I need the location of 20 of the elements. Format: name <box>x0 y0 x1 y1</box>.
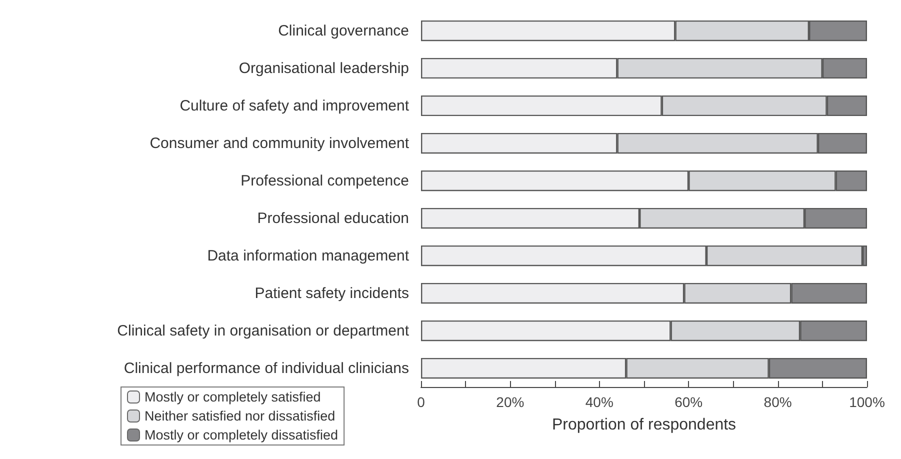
x-tick-label: 20% <box>496 394 524 410</box>
x-tick-label: 0 <box>417 394 426 410</box>
legend-label: Mostly or completely satisfied <box>144 390 321 404</box>
x-tick-label: 80% <box>764 394 792 410</box>
y-tick-label: Culture of safety and improvement <box>180 97 410 114</box>
y-tick-label: Consumer and community involvement <box>150 134 410 152</box>
x-tick-label: 100% <box>849 394 885 410</box>
legend-label: Mostly or completely dissatisfied <box>144 428 338 442</box>
x-tick-label: 60% <box>674 394 703 410</box>
legend-label: Neither satisfied nor dissatisfied <box>144 408 336 424</box>
y-tick-label: Organisational leadership <box>238 60 409 77</box>
x-axis-title: Proportion of respondents <box>552 416 736 434</box>
y-tick-label: Professional education <box>257 210 409 227</box>
y-tick-label: Clinical performance of individual clinicians <box>124 360 409 377</box>
y-tick-label: Data information management <box>207 247 410 264</box>
x-tick-label: 40% <box>585 394 614 410</box>
y-tick-label: Professional competence <box>240 172 409 190</box>
y-tick-label: Clinical governance <box>278 22 409 40</box>
y-tick-label: Patient safety incidents <box>254 284 409 302</box>
y-tick-label: Clinical safety in organisation or department <box>117 322 410 340</box>
